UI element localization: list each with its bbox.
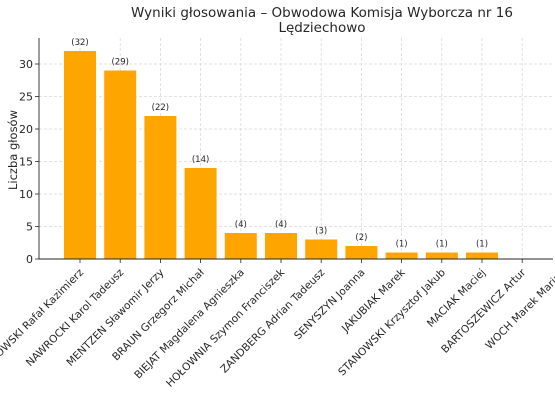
data-label: (29) [111, 58, 128, 68]
bar [305, 239, 338, 259]
data-label: (1) [436, 240, 448, 250]
bar [104, 70, 137, 259]
y-tick-label: 10 [19, 188, 33, 201]
y-tick-label: 20 [19, 123, 33, 136]
data-label: (32) [71, 38, 88, 48]
bar [466, 252, 498, 259]
bar [345, 246, 378, 259]
data-label: (3) [315, 227, 327, 237]
y-tick-label: 25 [19, 91, 33, 104]
x-tick-label: SENYSZYN Joanna [292, 267, 367, 342]
y-tick-label: 30 [19, 58, 33, 71]
axes-layer [38, 38, 553, 260]
bar [385, 252, 418, 259]
data-label: (1) [396, 240, 408, 250]
y-tick-label: 0 [26, 253, 33, 266]
bar [64, 51, 96, 259]
bar [144, 116, 177, 259]
data-label: (22) [152, 103, 169, 113]
chart-title-line1: Wyniki głosowania – Obwodowa Komisja Wyb… [131, 5, 513, 21]
y-tick-label: 15 [19, 156, 33, 169]
bars-layer [64, 51, 498, 259]
bar [425, 252, 458, 259]
y-axis-label: Liczba głosów [6, 110, 20, 190]
data-label: (1) [476, 240, 488, 250]
data-label: (14) [192, 155, 209, 165]
y-tick-label: 5 [26, 221, 33, 234]
bar [265, 233, 297, 259]
data-labels-layer: (32)(29)(22)(14)(4)(4)(3)(2)(1)(1)(1)(0) [71, 38, 488, 250]
data-label: (4) [235, 220, 247, 230]
data-label: (4) [275, 220, 287, 230]
data-label: (2) [355, 233, 367, 243]
chart-title-line2: Lędziechowo [278, 20, 365, 36]
bar [184, 168, 217, 259]
bar [224, 233, 257, 259]
